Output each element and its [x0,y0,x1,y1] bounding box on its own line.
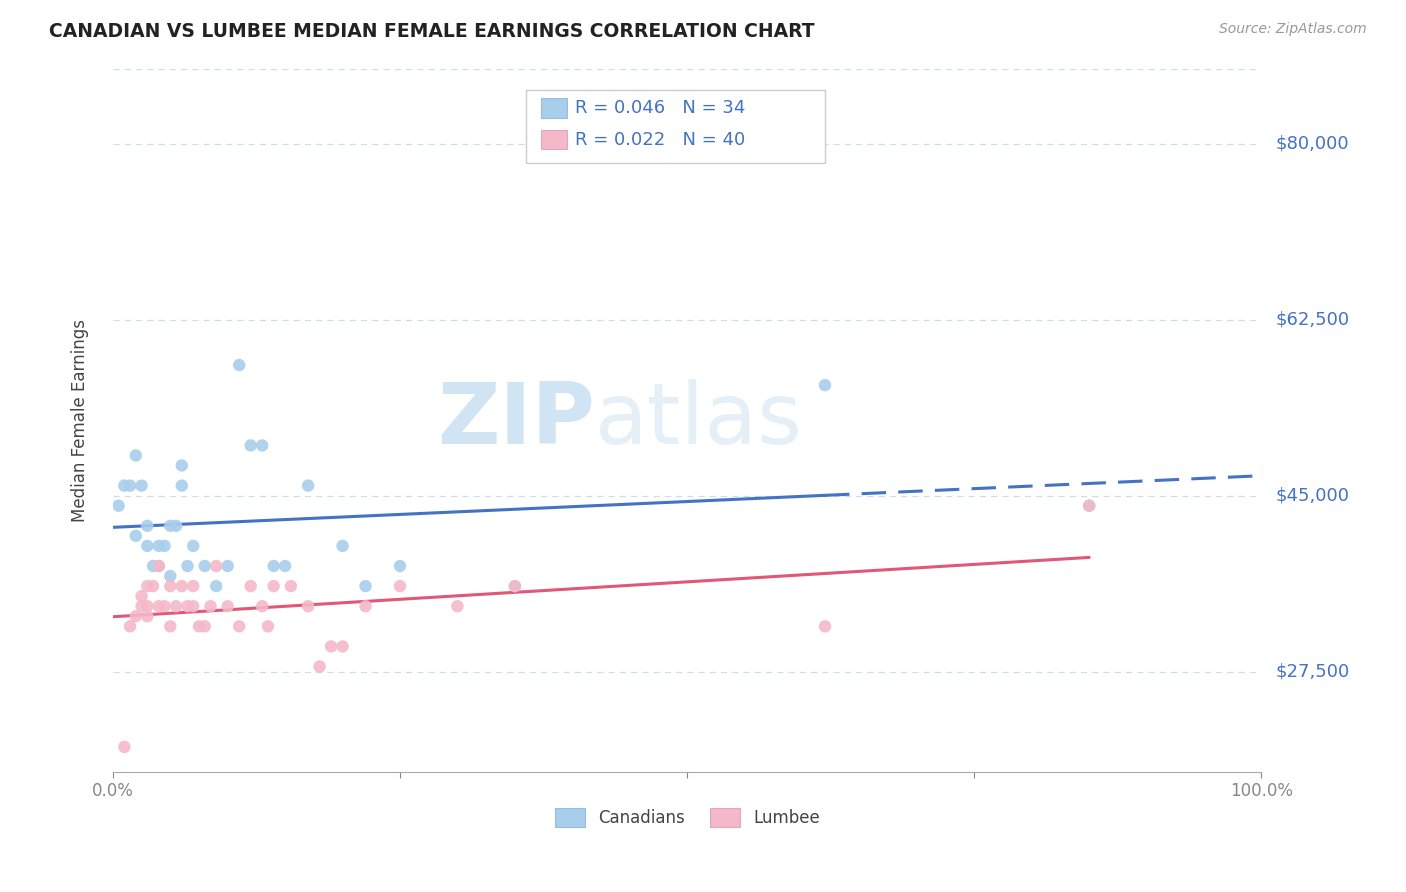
Point [148,599,170,614]
Bar [541,98,567,118]
Point [142,579,165,593]
Point [136,518,159,533]
Point [389,559,412,574]
FancyBboxPatch shape [526,89,825,163]
Point [112,739,135,754]
Point [354,599,377,614]
Text: R = 0.046   N = 34: R = 0.046 N = 34 [575,99,745,117]
Point [250,438,273,452]
Point [319,640,342,654]
Text: $27,500: $27,500 [1275,663,1350,681]
Point [228,619,250,633]
Legend: Canadians, Lumbee: Canadians, Lumbee [548,802,827,834]
Point [308,659,330,673]
Point [170,478,193,492]
Point [814,378,837,392]
Point [170,579,193,593]
Point [148,539,170,553]
Point [228,358,250,372]
Point [120,478,142,492]
Point [159,619,181,633]
Point [263,559,285,574]
Point [1078,499,1101,513]
Point [136,579,159,593]
Text: $62,500: $62,500 [1275,310,1350,329]
Point [389,579,412,593]
Point [159,579,181,593]
Point [131,478,153,492]
Point [280,579,302,593]
Point [148,559,170,574]
Point [125,609,148,624]
Point [332,640,354,654]
Point [136,539,159,553]
Point [194,559,217,574]
Text: $45,000: $45,000 [1275,487,1350,505]
Point [181,579,204,593]
Point [446,599,468,614]
Point [176,599,198,614]
Point [125,449,148,463]
Point [131,589,153,603]
Point [181,539,204,553]
Point [131,599,153,614]
Point [503,579,526,593]
Bar [541,129,567,150]
Y-axis label: Median Female Earnings: Median Female Earnings [72,318,89,522]
Point [200,599,222,614]
Point [125,529,148,543]
Text: Source: ZipAtlas.com: Source: ZipAtlas.com [1219,22,1367,37]
Point [148,559,170,574]
Point [263,579,285,593]
Point [297,478,319,492]
Point [503,579,526,593]
Point [165,518,187,533]
Point [107,499,129,513]
Point [257,619,280,633]
Point [205,559,228,574]
Point [297,599,319,614]
Point [136,599,159,614]
Point [205,579,228,593]
Point [165,599,187,614]
Point [176,559,198,574]
Point [153,539,176,553]
Point [1078,499,1101,513]
Point [159,569,181,583]
Text: R = 0.022   N = 40: R = 0.022 N = 40 [575,130,745,149]
Text: ZIP: ZIP [437,379,595,462]
Point [136,609,159,624]
Point [274,559,297,574]
Point [194,619,217,633]
Point [239,579,262,593]
Text: atlas: atlas [595,379,803,462]
Point [153,599,176,614]
Point [239,438,262,452]
Point [217,599,239,614]
Point [250,599,273,614]
Point [188,619,211,633]
Point [354,579,377,593]
Point [332,539,354,553]
Point [112,478,135,492]
Text: $80,000: $80,000 [1275,135,1348,153]
Point [814,619,837,633]
Point [170,458,193,473]
Point [217,559,239,574]
Point [120,619,142,633]
Point [142,559,165,574]
Point [159,518,181,533]
Text: CANADIAN VS LUMBEE MEDIAN FEMALE EARNINGS CORRELATION CHART: CANADIAN VS LUMBEE MEDIAN FEMALE EARNING… [49,22,815,41]
Point [181,599,204,614]
